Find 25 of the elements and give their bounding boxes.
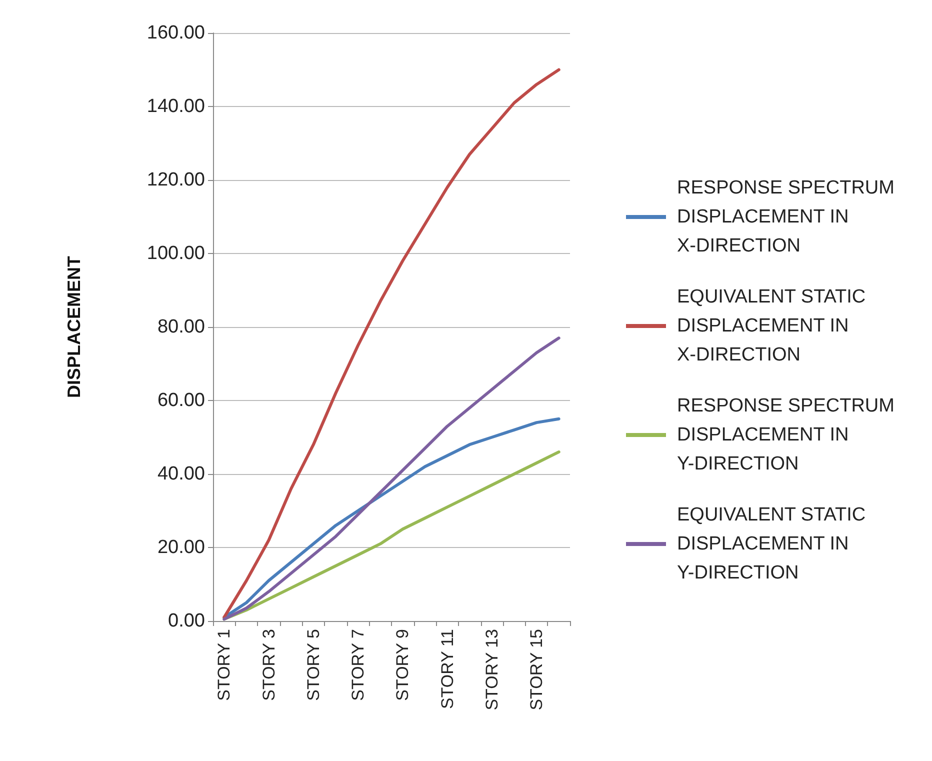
line-series [222, 68, 560, 619]
y-tick-label: 0.00 [168, 610, 205, 632]
legend-label: RESPONSE SPECTRUM DISPLACEMENT IN Y-DIRECTION [677, 396, 900, 474]
legend-label: RESPONSE SPECTRUM DISPLACEMENT IN X-DIRECTION [677, 178, 900, 256]
y-tick-label: 120.00 [146, 170, 205, 190]
x-tick-label: STORY 13 [482, 629, 502, 710]
legend-label: EQUIVALENT STATIC DISPLACEMENT IN X-DIRECTION [677, 286, 871, 366]
line-series [222, 336, 560, 621]
x-tick-label: STORY 11 [438, 629, 457, 710]
x-tick-label: STORY 15 [527, 629, 546, 710]
y-axis-title: DISPLACEMENT [64, 256, 84, 398]
x-tick-label: STORY 5 [304, 629, 323, 701]
line-series [222, 417, 560, 619]
legend-label: EQUIVALENT STATIC DISPLACEMENT IN Y-DIRECTION [677, 504, 871, 584]
y-tick-label: 60.00 [157, 390, 205, 411]
y-tick-label: 140.00 [146, 96, 205, 117]
y-tick-label: 100.00 [146, 243, 205, 264]
x-tick-label: STORY 3 [259, 629, 278, 701]
x-tick-label: STORY 9 [393, 629, 412, 701]
y-tick-label: 80.00 [157, 316, 205, 338]
x-tick-label: STORY 7 [348, 629, 368, 701]
y-tick-label: 40.00 [157, 464, 205, 484]
y-tick-label: 160.00 [146, 22, 205, 44]
y-tick-label: 20.00 [157, 537, 205, 558]
x-tick-label: STORY 1 [214, 629, 234, 701]
